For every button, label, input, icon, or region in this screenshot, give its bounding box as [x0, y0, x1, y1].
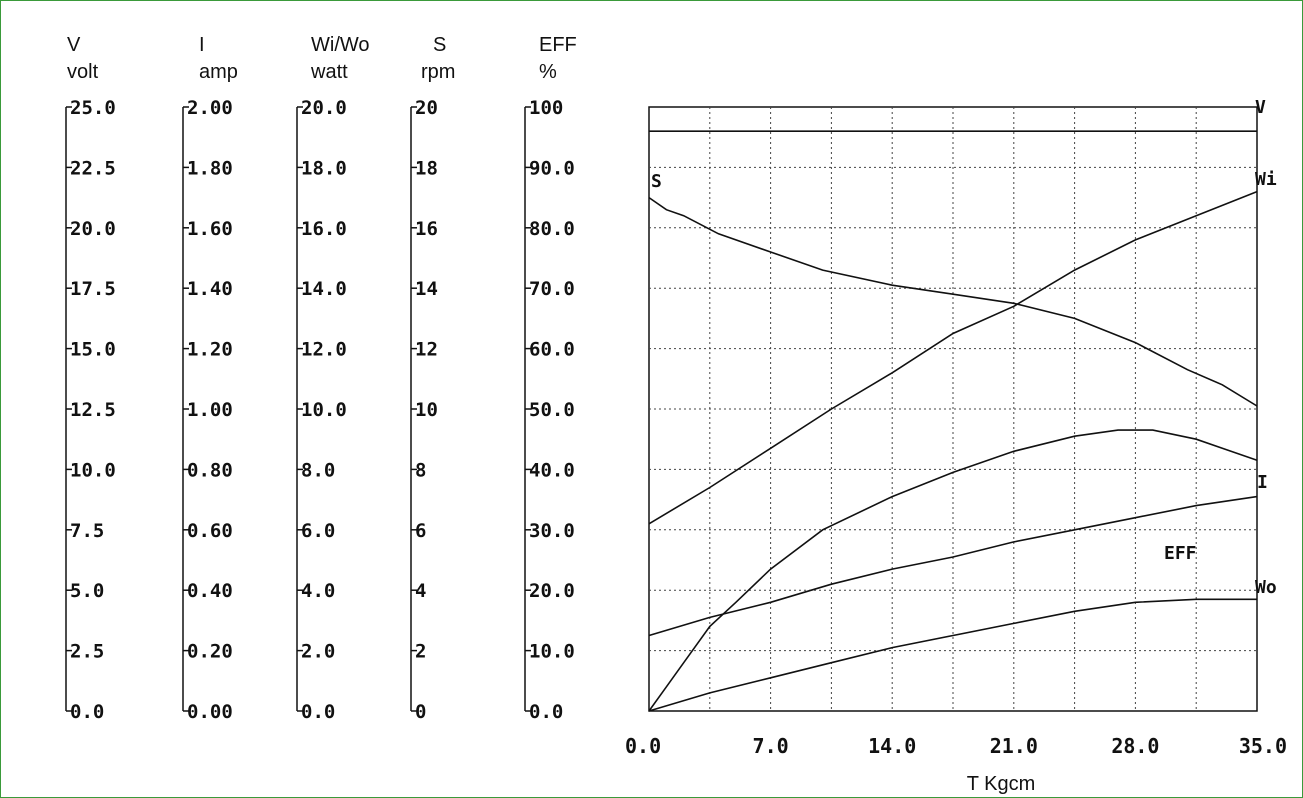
series-line-eff: [648, 429, 1258, 712]
axis-tick-label: 30.0: [529, 520, 575, 542]
axis-tick-label: 15.0: [70, 339, 116, 361]
series-group: V S Wi I EFF Wo: [648, 97, 1277, 712]
axis-tick-label: 12: [415, 339, 438, 361]
axis-tick-label: 2.0: [301, 641, 335, 663]
y-axes-group: Vvolt25.022.520.017.515.012.510.07.55.02…: [65, 34, 577, 723]
series-label-wo: Wo: [1255, 577, 1277, 598]
axis-tick-label: 60.0: [529, 339, 575, 361]
series-label-eff: EFF: [1164, 543, 1197, 564]
x-tick-label: 7.0: [753, 734, 789, 758]
axis-tick-label: 2.00: [187, 97, 233, 119]
axis-tick-label: 0.0: [529, 701, 563, 723]
axis-tick-label: 4.0: [301, 580, 335, 602]
axis-symbol-i: I: [199, 34, 205, 56]
x-axis-title: T Kgcm: [967, 773, 1036, 795]
series-label-i: I: [1257, 472, 1268, 493]
axis-tick-label: 2: [415, 641, 426, 663]
axis-tick-label: 17.5: [70, 278, 116, 300]
axis-tick-label: 0.20: [187, 641, 233, 663]
axis-tick-label: 12.5: [70, 399, 116, 421]
axis-tick-label: 1.20: [187, 339, 233, 361]
axis-tick-label: 40.0: [529, 459, 575, 481]
axis-tick-label: 8: [415, 459, 426, 481]
axis-tick-label: 16: [415, 218, 438, 240]
axis-symbol-s: S: [433, 34, 446, 56]
x-axis-group: 0.0 7.0 14.0 21.0 28.0 35.0 T Kgcm: [625, 734, 1287, 795]
axis-tick-label: 18.0: [301, 157, 347, 179]
axis-tick-label: 18: [415, 157, 438, 179]
x-tick-label: 0.0: [625, 734, 661, 758]
axis-tick-label: 4: [415, 580, 426, 602]
axis-unit-i: amp: [199, 61, 238, 83]
axis-unit-eff: %: [539, 61, 557, 83]
axis-tick-label: 100: [529, 97, 563, 119]
axis-tick-label: 10.0: [529, 641, 575, 663]
axis-tick-label: 22.5: [70, 157, 116, 179]
axis-unit-v: volt: [67, 61, 99, 83]
x-tick-label: 28.0: [1111, 734, 1159, 758]
axis-tick-label: 10: [415, 399, 438, 421]
axis-tick-label: 1.80: [187, 157, 233, 179]
axis-tick-label: 0.00: [187, 701, 233, 723]
series-label-s: S: [651, 171, 662, 192]
axis-tick-label: 1.60: [187, 218, 233, 240]
axis-tick-label: 0.0: [70, 701, 104, 723]
axis-tick-label: 14: [415, 278, 438, 300]
axis-tick-label: 80.0: [529, 218, 575, 240]
x-tick-label: 14.0: [868, 734, 916, 758]
axis-tick-label: 5.0: [70, 580, 104, 602]
series-label-wi: Wi: [1255, 169, 1277, 190]
series-line-s: [648, 196, 1258, 407]
axis-tick-label: 90.0: [529, 157, 575, 179]
axis-symbol-eff: EFF: [539, 34, 577, 56]
axis-tick-label: 0.60: [187, 520, 233, 542]
axis-unit-w: watt: [310, 61, 348, 83]
series-line-i: [648, 495, 1258, 637]
axis-tick-label: 20.0: [301, 97, 347, 119]
axis-tick-label: 0.40: [187, 580, 233, 602]
axis-tick-label: 1.00: [187, 399, 233, 421]
axis-tick-label: 0.0: [301, 701, 335, 723]
series-label-v: V: [1255, 97, 1266, 118]
x-tick-label: 21.0: [990, 734, 1038, 758]
axis-tick-label: 70.0: [529, 278, 575, 300]
axis-tick-label: 14.0: [301, 278, 347, 300]
axis-tick-label: 6: [415, 520, 426, 542]
axis-tick-label: 20: [415, 97, 438, 119]
axis-tick-label: 20.0: [529, 580, 575, 602]
axis-tick-label: 7.5: [70, 520, 104, 542]
axis-unit-s: rpm: [421, 61, 455, 83]
axis-symbol-v: V: [67, 34, 81, 56]
axis-tick-label: 50.0: [529, 399, 575, 421]
axis-tick-label: 2.5: [70, 641, 104, 663]
plot-grid: [648, 106, 1258, 712]
axis-tick-label: 6.0: [301, 520, 335, 542]
axis-tick-label: 1.40: [187, 278, 233, 300]
axis-symbol-w: Wi/Wo: [311, 34, 370, 56]
series-line-wi: [648, 190, 1258, 525]
series-line-wo: [648, 598, 1257, 712]
axis-tick-label: 20.0: [70, 218, 116, 240]
axis-tick-label: 25.0: [70, 97, 116, 119]
axis-tick-label: 12.0: [301, 339, 347, 361]
axis-tick-label: 10.0: [70, 459, 116, 481]
axis-tick-label: 10.0: [301, 399, 347, 421]
axis-tick-label: 16.0: [301, 218, 347, 240]
x-tick-label: 35.0: [1239, 734, 1287, 758]
axis-tick-label: 0: [415, 701, 426, 723]
axis-tick-label: 8.0: [301, 459, 335, 481]
axis-tick-label: 0.80: [187, 459, 233, 481]
